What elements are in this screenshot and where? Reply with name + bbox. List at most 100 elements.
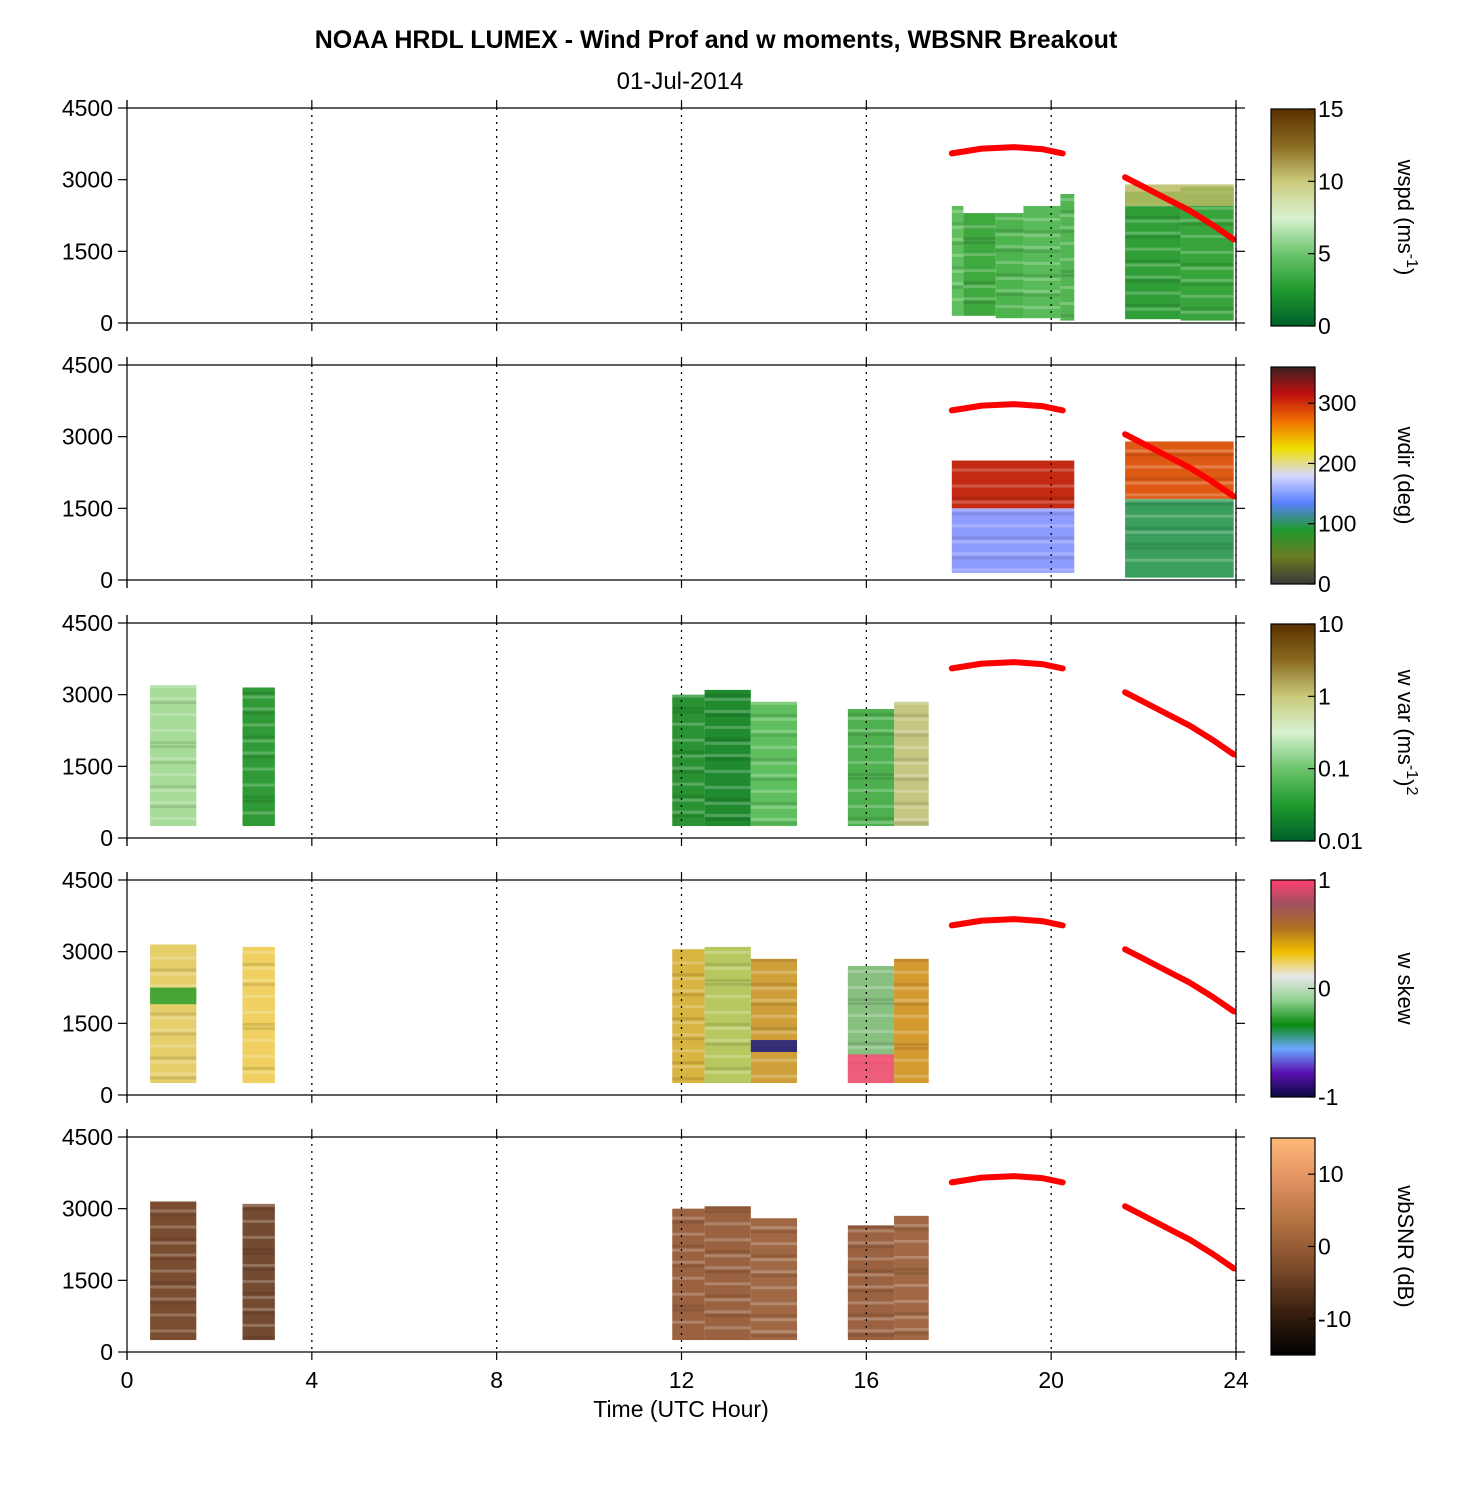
- boundary-layer-line: [948, 916, 1066, 929]
- x-tick-label: 4: [305, 1367, 318, 1393]
- y-tick-label: 3000: [62, 424, 113, 450]
- data-block-texture: [894, 701, 929, 825]
- y-tick-label: 0: [100, 310, 113, 336]
- x-tick-label: 24: [1223, 1367, 1249, 1393]
- data-block-texture: [242, 1203, 275, 1339]
- y-tick-label: 3000: [62, 682, 113, 708]
- colorbar-tick-label: 0: [1318, 1234, 1331, 1260]
- data-block: [750, 958, 798, 1084]
- y-tick-label: 0: [100, 825, 113, 851]
- boundary-layer-line: [1122, 1203, 1237, 1272]
- data-block: [242, 946, 275, 1084]
- boundary-layer-line: [948, 144, 1066, 157]
- boundary-layer-line: [1122, 689, 1237, 758]
- x-tick-label: 8: [490, 1367, 503, 1393]
- data-block: [1125, 191, 1181, 320]
- data-block-texture: [150, 956, 197, 1080]
- data-block: [894, 701, 929, 827]
- panel-wbSNR: 0 1500 3000 4500 -10 0 10 wbSNR (dB): [62, 1124, 1418, 1365]
- data-block: [150, 944, 197, 1084]
- data-block-texture: [1125, 498, 1234, 562]
- colorbar-tick-label: 0: [1318, 313, 1331, 339]
- colorbar-tick-label: -1: [1318, 1084, 1338, 1110]
- data-block-texture: [150, 685, 197, 821]
- data-block: [1125, 441, 1234, 499]
- data-block: [242, 1203, 275, 1341]
- data-block: [672, 694, 705, 827]
- data-block-texture: [672, 961, 705, 1081]
- y-tick-label: 1500: [62, 1010, 113, 1036]
- colorbar-tick-label: 100: [1318, 511, 1356, 537]
- data-block-texture: [704, 1206, 751, 1330]
- colorbar-tick-label: 15: [1318, 96, 1344, 122]
- colorbar-wdir: 0 100 200 300 wdir (deg): [1270, 366, 1418, 597]
- colorbar-tick-label: 10: [1318, 1161, 1344, 1187]
- data-block: [951, 508, 1075, 573]
- data-block-texture: [894, 958, 929, 1078]
- colorbar-w-skew: -1 0 1 w skew: [1270, 867, 1418, 1110]
- colorbar-label: w var (ms-1)2: [1393, 669, 1420, 796]
- y-tick-label: 1500: [62, 1267, 113, 1293]
- data-block-texture: [963, 225, 996, 305]
- colorbar-wbSNR: -10 0 10 wbSNR (dB): [1270, 1137, 1418, 1356]
- colorbar-gradient: [1270, 623, 1316, 842]
- colorbar-tick-label: 0: [1318, 976, 1331, 1002]
- colorbar-tick-label: 200: [1318, 450, 1356, 476]
- chart-title: NOAA HRDL LUMEX - Wind Prof and w moment…: [315, 26, 1118, 54]
- data-block-texture: [750, 701, 798, 825]
- data-block: [672, 1208, 705, 1341]
- x-axis: 0 4 8 12 16 20 24 Time (UTC Hour): [121, 1367, 1249, 1422]
- data-block: [750, 701, 798, 827]
- data-block: [951, 205, 964, 316]
- data-block-texture: [1125, 449, 1234, 497]
- y-tick-label: 0: [100, 567, 113, 593]
- data-block-texture: [847, 713, 895, 824]
- data-block: [704, 1206, 751, 1341]
- boundary-layer-line: [948, 1173, 1066, 1186]
- data-block-texture: [150, 1209, 197, 1333]
- data-block-texture: [951, 209, 964, 301]
- panel-wspd: 0 1500 3000 4500 0 5 10 15 wspd (ms-1): [62, 95, 1420, 339]
- boundary-layer-line: [1122, 174, 1237, 243]
- data-block-texture: [995, 217, 1024, 309]
- colorbar-gradient: [1270, 366, 1316, 585]
- y-tick-label: 1500: [62, 753, 113, 779]
- y-tick-label: 4500: [62, 352, 113, 378]
- data-block: [704, 946, 751, 1084]
- data-block: [995, 213, 1024, 319]
- y-tick-label: 4500: [62, 95, 113, 121]
- colorbar-label: wdir (deg): [1393, 426, 1418, 525]
- x-tick-label: 16: [854, 1367, 880, 1393]
- y-tick-label: 0: [100, 1082, 113, 1108]
- colorbar-tick-label: 1: [1318, 683, 1331, 709]
- y-tick-label: 4500: [62, 610, 113, 636]
- colorbar-label: wbSNR (dB): [1393, 1184, 1418, 1307]
- data-block-texture: [750, 1226, 798, 1338]
- colorbar-tick-label: 0.1: [1318, 756, 1350, 782]
- boundary-layer-line: [948, 659, 1066, 672]
- y-tick-label: 3000: [62, 167, 113, 193]
- data-block: [951, 460, 1075, 509]
- data-block-texture: [672, 1216, 705, 1324]
- y-tick-label: 4500: [62, 1124, 113, 1150]
- data-block-texture: [1060, 198, 1075, 317]
- colorbar-tick-label: 0.01: [1318, 828, 1363, 854]
- data-band: [847, 1054, 895, 1084]
- y-tick-label: 3000: [62, 939, 113, 965]
- data-block-texture: [704, 693, 751, 821]
- data-block-texture: [704, 950, 751, 1074]
- x-axis-label: Time (UTC Hour): [593, 1396, 768, 1422]
- y-tick-label: 0: [100, 1339, 113, 1365]
- x-tick-label: 20: [1038, 1367, 1064, 1393]
- colorbar-tick-label: -10: [1318, 1306, 1351, 1332]
- y-tick-label: 1500: [62, 495, 113, 521]
- data-block: [242, 687, 275, 827]
- colorbar-label: w skew: [1393, 951, 1418, 1024]
- colorbar-wspd: 0 5 10 15 wspd (ms-1): [1270, 96, 1420, 339]
- colorbar-tick-label: 10: [1318, 611, 1344, 637]
- data-block-texture: [847, 1225, 895, 1337]
- data-band: [750, 1040, 798, 1052]
- panel-w-var: 0 1500 3000 4500 0.01 0.1 1 10 w var (ms-1)2: [62, 610, 1420, 854]
- boundary-layer-line: [948, 401, 1066, 414]
